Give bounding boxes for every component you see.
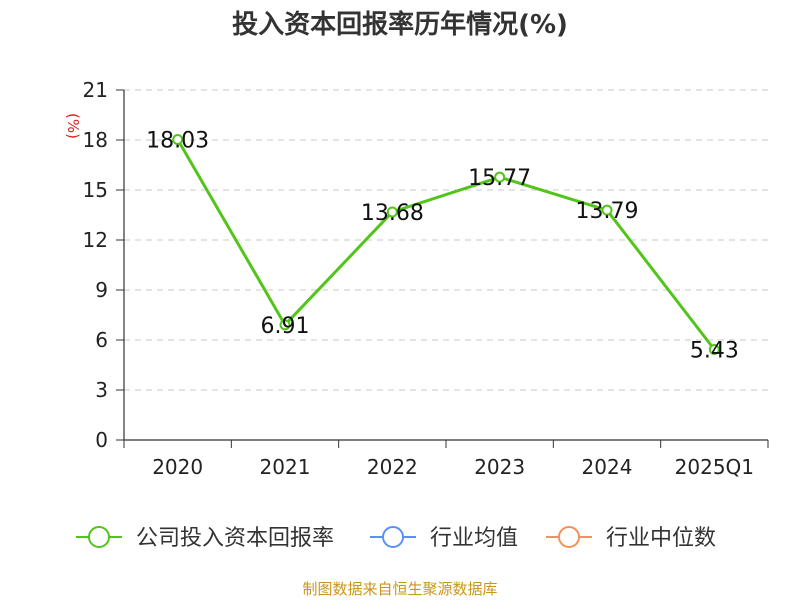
source-note: 制图数据来自恒生聚源数据库 xyxy=(302,580,497,598)
y-tick-label: 15 xyxy=(83,178,108,202)
legend-marker xyxy=(558,526,580,548)
data-point xyxy=(708,344,720,355)
y-tick-label: 18 xyxy=(83,128,108,152)
chart-title: 投入资本回报率历年情况(%) xyxy=(232,9,568,40)
legend-label: 行业中位数 xyxy=(606,526,716,551)
data-point xyxy=(279,319,291,331)
y-tick-label: 6 xyxy=(95,328,108,352)
y-tick-label: 9 xyxy=(95,278,108,302)
y-ticks: 0 3 6 9 12 15 18 21 xyxy=(83,78,124,452)
data-labels: 18.03 6.91 13.68 15.77 13.79 5.43 xyxy=(146,129,739,364)
legend-marker xyxy=(382,526,404,548)
legend-marker xyxy=(88,526,110,548)
data-point xyxy=(601,204,613,216)
x-ticks: 2020 2021 2022 2023 2024 2025Q1 xyxy=(123,440,769,479)
y-axis-unit: (%) xyxy=(64,113,82,139)
data-label: 5.43 xyxy=(690,339,739,364)
y-tick-label: 3 xyxy=(95,378,108,402)
y-tick-label: 0 xyxy=(95,428,108,452)
data-label: 6.91 xyxy=(261,314,310,339)
x-tick-label: 2020 xyxy=(152,455,203,479)
grid-lines xyxy=(124,89,768,391)
axes xyxy=(123,90,768,441)
x-tick-label: 2023 xyxy=(474,455,525,479)
x-tick-label: 2022 xyxy=(367,455,418,479)
y-tick-label: 12 xyxy=(83,228,108,252)
data-label: 13.79 xyxy=(576,199,639,224)
series-line xyxy=(176,138,716,351)
legend-label: 行业均值 xyxy=(430,526,518,551)
legend: 公司投入资本回报率 行业均值 行业中位数 xyxy=(76,526,716,551)
data-point xyxy=(386,206,398,218)
data-point xyxy=(172,134,184,145)
x-tick-label: 2021 xyxy=(260,455,311,479)
data-point xyxy=(494,171,506,183)
data-label: 18.03 xyxy=(146,129,209,154)
legend-label: 公司投入资本回报率 xyxy=(136,526,334,551)
data-label: 13.68 xyxy=(361,201,424,226)
data-label: 15.77 xyxy=(468,166,531,191)
y-tick-label: 21 xyxy=(83,78,108,102)
series-layer xyxy=(172,134,720,355)
x-tick-label: 2024 xyxy=(582,455,633,479)
x-tick-label: 2025Q1 xyxy=(675,455,754,479)
